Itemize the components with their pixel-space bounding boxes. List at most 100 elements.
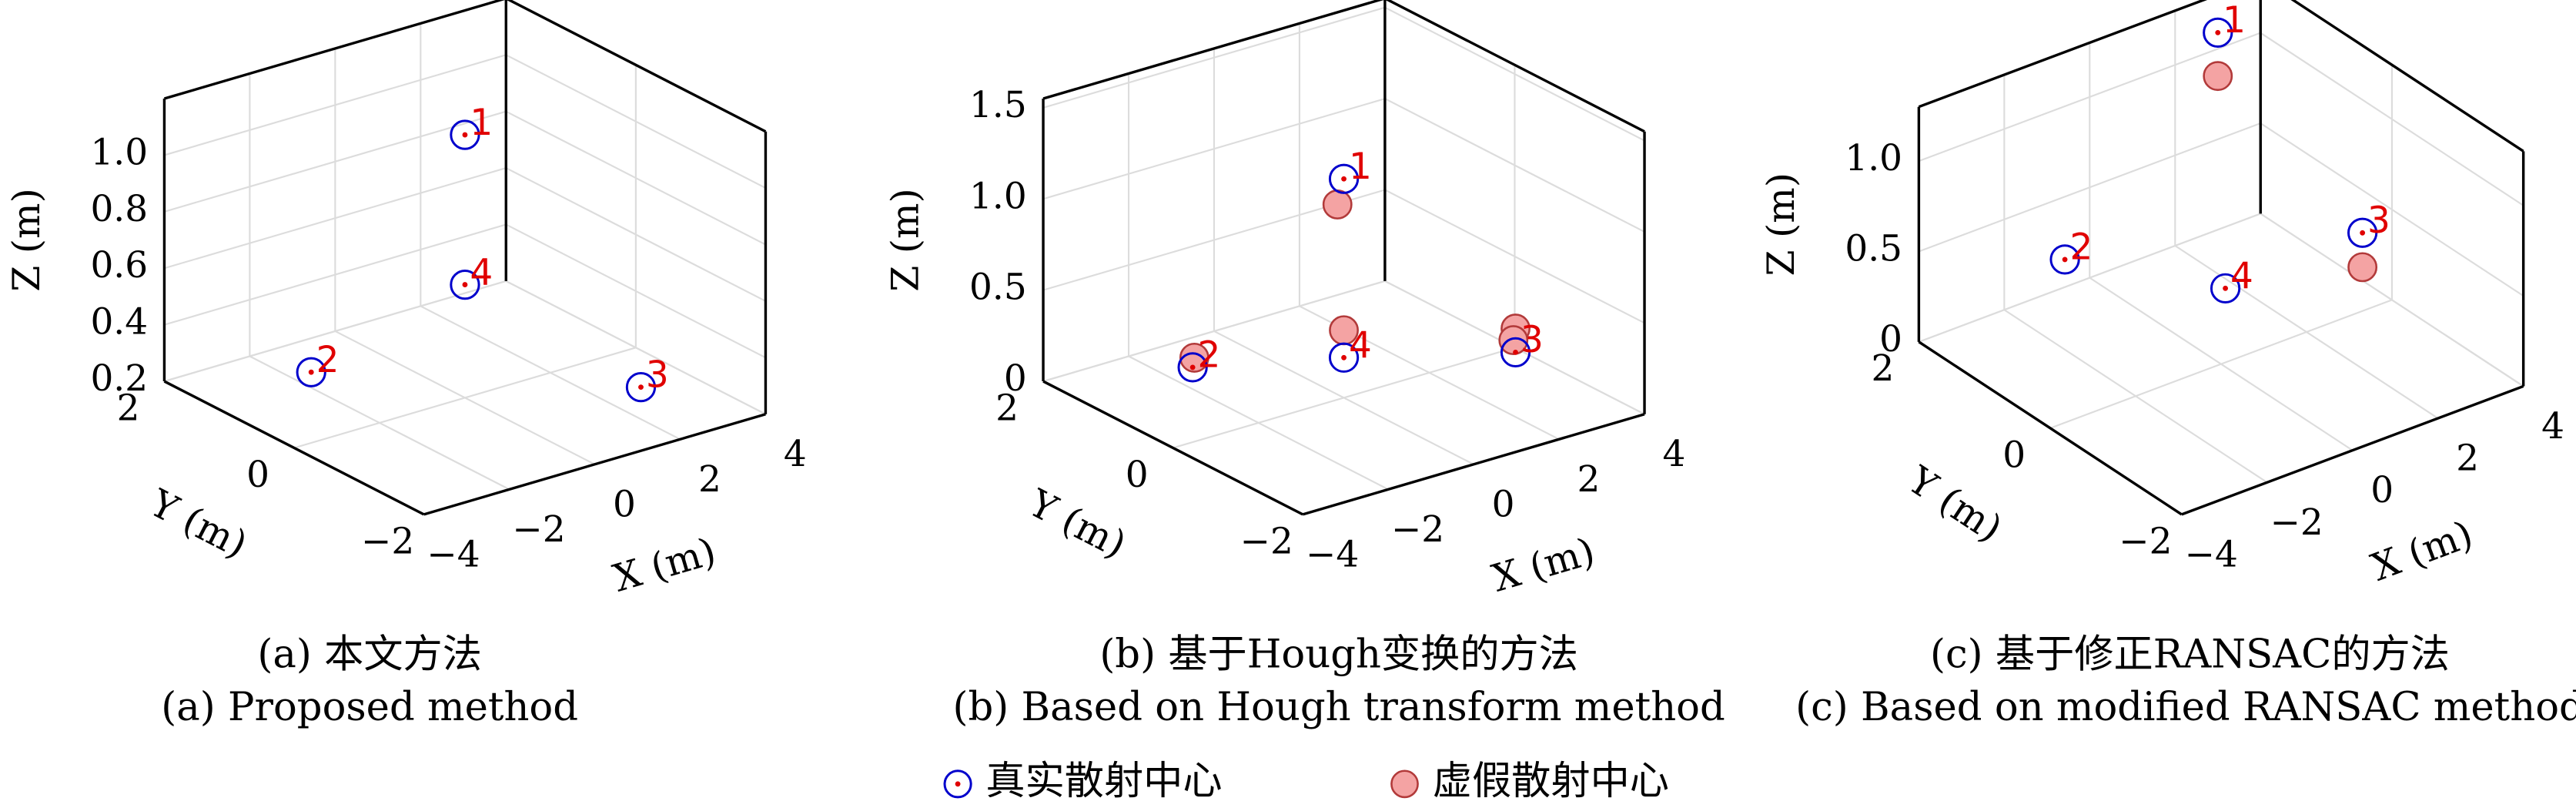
z-tick-label: 0.5 [1845,227,1902,270]
y-tick-label: 0 [1126,454,1149,496]
y-tick-label: 0 [2002,434,2026,476]
x-tick-label: 0 [613,483,636,525]
grid-line [505,54,766,189]
z-axis-label: Z (m) [883,188,928,291]
y-axis-label: Y (m) [142,480,255,567]
axis-line [163,380,425,516]
true-center-ring [1328,163,1360,194]
z-axis-label: Z (m) [1758,173,1803,276]
z-tick-label: 0.6 [90,244,148,287]
z-tick-label: 0.2 [90,357,148,400]
grid-line [164,167,507,270]
true-center-dot [1341,354,1347,360]
legend-label: 真实散射中心 [985,758,1222,804]
grid-line [1042,280,1386,383]
true-center [625,371,657,403]
true-center-dot [1341,176,1347,182]
y-tick-label: 2 [995,387,1019,429]
legend-label: 虚假散射中心 [1433,758,1669,804]
z-tick-label: 0.8 [90,188,148,230]
true-center-ring [450,269,480,300]
true-center-ring [1328,342,1360,373]
z-tick-label: 0 [1879,318,1902,360]
true-center [2347,217,2378,248]
z-tick-label: 0 [1004,357,1027,400]
grid-line [164,54,507,156]
grid-line [164,110,507,213]
legend-marker-dot [955,781,961,787]
grid-line [505,167,766,302]
axis-line [423,413,766,516]
point-label: 2 [1198,334,1221,377]
z-tick-label: 1.0 [90,131,148,173]
caption: (b) 基于Hough变换的方法 [1099,632,1578,678]
true-center-ring [1177,352,1208,383]
grid-line [1384,6,1645,142]
true-center-dot [308,369,314,375]
x-tick-label: −4 [1306,533,1359,575]
point-label: 3 [1521,319,1544,361]
x-tick-label: −4 [2185,533,2238,575]
grid-line [1919,122,2261,253]
true-center-ring [2210,273,2241,303]
axis-line [1302,413,1645,516]
grid-line [1384,189,1645,324]
true-center-dot [2223,285,2228,291]
grid-line [1042,6,1386,109]
caption: (a) 本文方法 [257,632,482,678]
point-label: 2 [2069,226,2093,269]
true-center [2049,244,2080,275]
caption-en: (a) Proposed method [161,684,578,730]
true-center [296,357,326,387]
x-tick-label: 2 [2456,438,2479,480]
caption: (c) 基于修正RANSAC的方法 [1930,632,2450,678]
true-center-dot [2062,256,2068,263]
true-center [450,269,480,300]
point-label: 1 [1349,146,1372,188]
point-label: 1 [470,102,493,144]
true-center-dot [2215,29,2221,35]
x-axis-label: X (m) [1487,528,1600,601]
true-center-dot [1189,364,1196,370]
true-center-dot [1513,349,1518,355]
false-center [2203,61,2233,92]
true-center-ring [296,357,326,387]
x-tick-label: −2 [2270,501,2323,544]
x-axis-label: X (m) [608,528,721,601]
true-center-ring [2049,244,2080,275]
grid-line [505,280,766,415]
z-tick-label: 1.0 [1845,137,1902,179]
true-center-ring [625,371,657,403]
true-center-dot [462,282,468,287]
x-tick-label: 0 [1492,483,1515,525]
true-center-ring [450,119,480,150]
false-center [1322,189,1353,220]
caption-en: (b) Based on Hough transform method [953,684,1725,730]
x-tick-label: −2 [512,508,565,551]
true-center [1500,337,1531,367]
grid-line [1042,98,1386,200]
point-label: 4 [470,251,493,293]
true-center [450,119,480,150]
grid-line [2260,32,2524,206]
z-tick-label: 1.0 [969,175,1027,217]
x-tick-label: 2 [1577,458,1601,501]
grid-line [2260,122,2524,297]
y-tick-label: 2 [117,387,140,429]
axis-line [1918,340,2183,516]
false-center [1498,325,1529,356]
point-label: 3 [646,354,669,396]
y-tick-label: −2 [2119,520,2172,562]
axis-line [2181,384,2524,516]
true-center-dot [462,132,468,138]
point-label: 4 [1349,324,1372,367]
grid-line [1919,213,2261,343]
axis-line [163,0,506,100]
grid-line [164,223,507,326]
y-tick-label: −2 [361,520,414,562]
true-center [1177,352,1208,383]
axis-line [2290,0,2524,153]
false-center [2347,252,2378,283]
